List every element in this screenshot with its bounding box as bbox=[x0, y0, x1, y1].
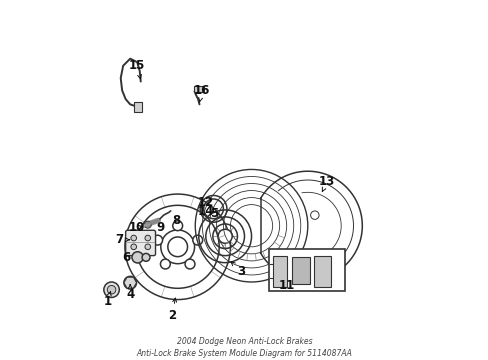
Circle shape bbox=[144, 244, 150, 249]
Text: 8: 8 bbox=[171, 214, 180, 227]
Circle shape bbox=[297, 274, 304, 281]
Text: 2: 2 bbox=[168, 298, 176, 322]
Circle shape bbox=[144, 221, 151, 228]
Circle shape bbox=[107, 285, 116, 294]
Circle shape bbox=[297, 261, 304, 268]
Text: 3: 3 bbox=[231, 262, 244, 278]
Circle shape bbox=[218, 229, 232, 243]
Text: 6: 6 bbox=[122, 251, 131, 264]
Text: 5: 5 bbox=[210, 207, 218, 220]
Circle shape bbox=[103, 282, 119, 297]
Text: 1: 1 bbox=[103, 292, 111, 308]
Circle shape bbox=[142, 253, 150, 261]
Text: 11: 11 bbox=[278, 279, 294, 292]
Polygon shape bbox=[313, 256, 330, 287]
Circle shape bbox=[184, 259, 195, 269]
FancyBboxPatch shape bbox=[125, 230, 155, 256]
Circle shape bbox=[127, 279, 133, 286]
Circle shape bbox=[192, 235, 202, 245]
Text: 16: 16 bbox=[194, 84, 210, 102]
Circle shape bbox=[152, 235, 162, 245]
Polygon shape bbox=[291, 257, 309, 284]
Circle shape bbox=[123, 276, 136, 289]
Text: 9: 9 bbox=[156, 221, 164, 234]
Text: 4: 4 bbox=[126, 285, 134, 301]
Text: 14: 14 bbox=[197, 205, 214, 218]
Circle shape bbox=[160, 259, 170, 269]
Text: 15: 15 bbox=[129, 59, 145, 79]
Text: 2004 Dodge Neon Anti-Lock Brakes
Anti-Lock Brake System Module Diagram for 51140: 2004 Dodge Neon Anti-Lock Brakes Anti-Lo… bbox=[136, 337, 352, 358]
Text: 10: 10 bbox=[129, 221, 145, 234]
Bar bbox=[193, 86, 203, 92]
Circle shape bbox=[144, 235, 150, 241]
Text: 7: 7 bbox=[115, 233, 129, 246]
Circle shape bbox=[131, 244, 136, 249]
Bar bbox=[134, 102, 142, 112]
Circle shape bbox=[132, 252, 143, 263]
Text: 13: 13 bbox=[318, 175, 335, 192]
Text: 12: 12 bbox=[197, 196, 214, 210]
Bar bbox=[268, 248, 344, 291]
Circle shape bbox=[167, 237, 187, 257]
Circle shape bbox=[172, 221, 182, 231]
Circle shape bbox=[131, 235, 136, 241]
Polygon shape bbox=[272, 256, 287, 287]
